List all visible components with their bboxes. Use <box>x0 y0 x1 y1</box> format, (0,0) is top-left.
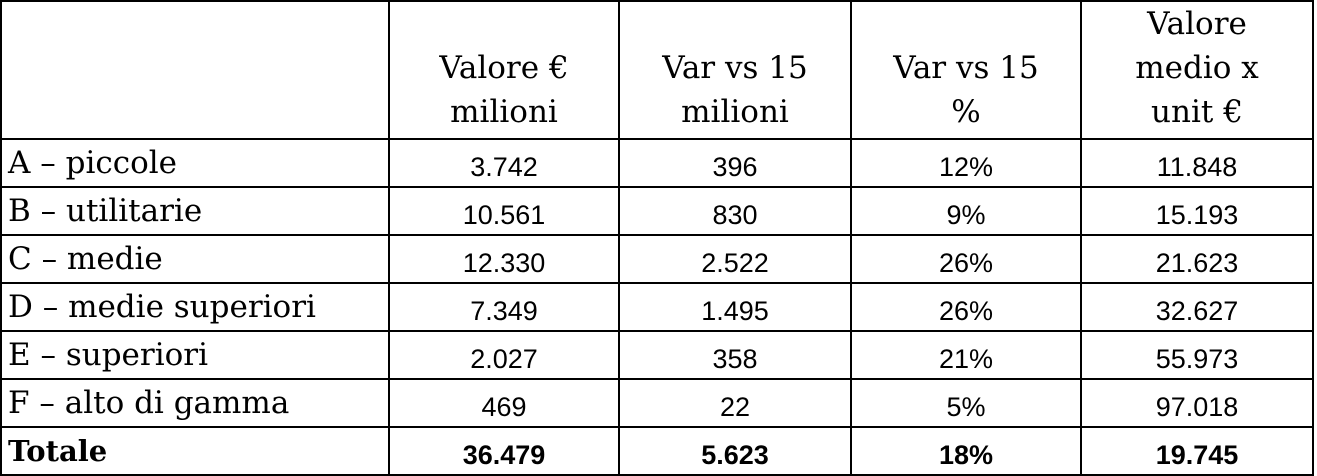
cell-valore: 10.561 <box>388 186 620 236</box>
cell-var-percent: 26% <box>850 234 1082 284</box>
cell-valore-medio: 55.973 <box>1080 330 1314 380</box>
header-line: Valore <box>1147 6 1247 42</box>
cell-var-percent: 9% <box>850 186 1082 236</box>
cell-var-milioni: 2.522 <box>618 234 852 284</box>
cell-valore-medio: 15.193 <box>1080 186 1314 236</box>
header-line: medio x <box>1135 50 1259 86</box>
cell-valore: 2.027 <box>388 330 620 380</box>
row-label: A – piccole <box>0 138 390 188</box>
cell-var-milioni: 1.495 <box>618 282 852 332</box>
total-valore-medio: 19.745 <box>1080 426 1314 476</box>
row-label: C – medie <box>0 234 390 284</box>
total-var-percent: 18% <box>850 426 1082 476</box>
cell-var-milioni: 396 <box>618 138 852 188</box>
cell-var-percent: 12% <box>850 138 1082 188</box>
cell-valore-medio: 97.018 <box>1080 378 1314 428</box>
table-row: F – alto di gamma 469 22 5% 97.018 <box>0 378 1314 428</box>
header-cell-valore: Valore € milioni <box>388 0 620 140</box>
header-cell-label <box>0 0 390 140</box>
header-line: milioni <box>681 94 789 130</box>
total-label: Totale <box>0 426 390 476</box>
header-line: Var vs 15 <box>662 50 808 86</box>
cell-valore-medio: 21.623 <box>1080 234 1314 284</box>
cell-var-percent: 5% <box>850 378 1082 428</box>
cell-valore: 12.330 <box>388 234 620 284</box>
cell-var-percent: 21% <box>850 330 1082 380</box>
table-row: D – medie superiori 7.349 1.495 26% 32.6… <box>0 282 1314 332</box>
table-row: A – piccole 3.742 396 12% 11.848 <box>0 138 1314 188</box>
header-cell-valore-medio: Valore medio x unit € <box>1080 0 1314 140</box>
total-row: Totale 36.479 5.623 18% 19.745 <box>0 426 1314 476</box>
header-row: Valore € milioni Var vs 15 milioni Var v… <box>0 0 1314 140</box>
cell-valore-medio: 11.848 <box>1080 138 1314 188</box>
cell-var-milioni: 830 <box>618 186 852 236</box>
cell-var-milioni: 358 <box>618 330 852 380</box>
cell-var-milioni: 22 <box>618 378 852 428</box>
header-cell-var-percent: Var vs 15 % <box>850 0 1082 140</box>
cell-var-percent: 26% <box>850 282 1082 332</box>
total-var-milioni: 5.623 <box>618 426 852 476</box>
table-row: E – superiori 2.027 358 21% 55.973 <box>0 330 1314 380</box>
row-label: E – superiori <box>0 330 390 380</box>
header-line: Valore € <box>439 50 569 86</box>
table-row: C – medie 12.330 2.522 26% 21.623 <box>0 234 1314 284</box>
cell-valore-medio: 32.627 <box>1080 282 1314 332</box>
header-line: % <box>951 94 981 130</box>
table-row: B – utilitarie 10.561 830 9% 15.193 <box>0 186 1314 236</box>
total-valore: 36.479 <box>388 426 620 476</box>
row-label: D – medie superiori <box>0 282 390 332</box>
row-label: B – utilitarie <box>0 186 390 236</box>
header-line: Var vs 15 <box>893 50 1039 86</box>
cell-valore: 3.742 <box>388 138 620 188</box>
header-line: milioni <box>450 94 558 130</box>
cell-valore: 7.349 <box>388 282 620 332</box>
cell-valore: 469 <box>388 378 620 428</box>
header-line: unit € <box>1151 94 1243 130</box>
row-label: F – alto di gamma <box>0 378 390 428</box>
header-cell-var-milioni: Var vs 15 milioni <box>618 0 852 140</box>
